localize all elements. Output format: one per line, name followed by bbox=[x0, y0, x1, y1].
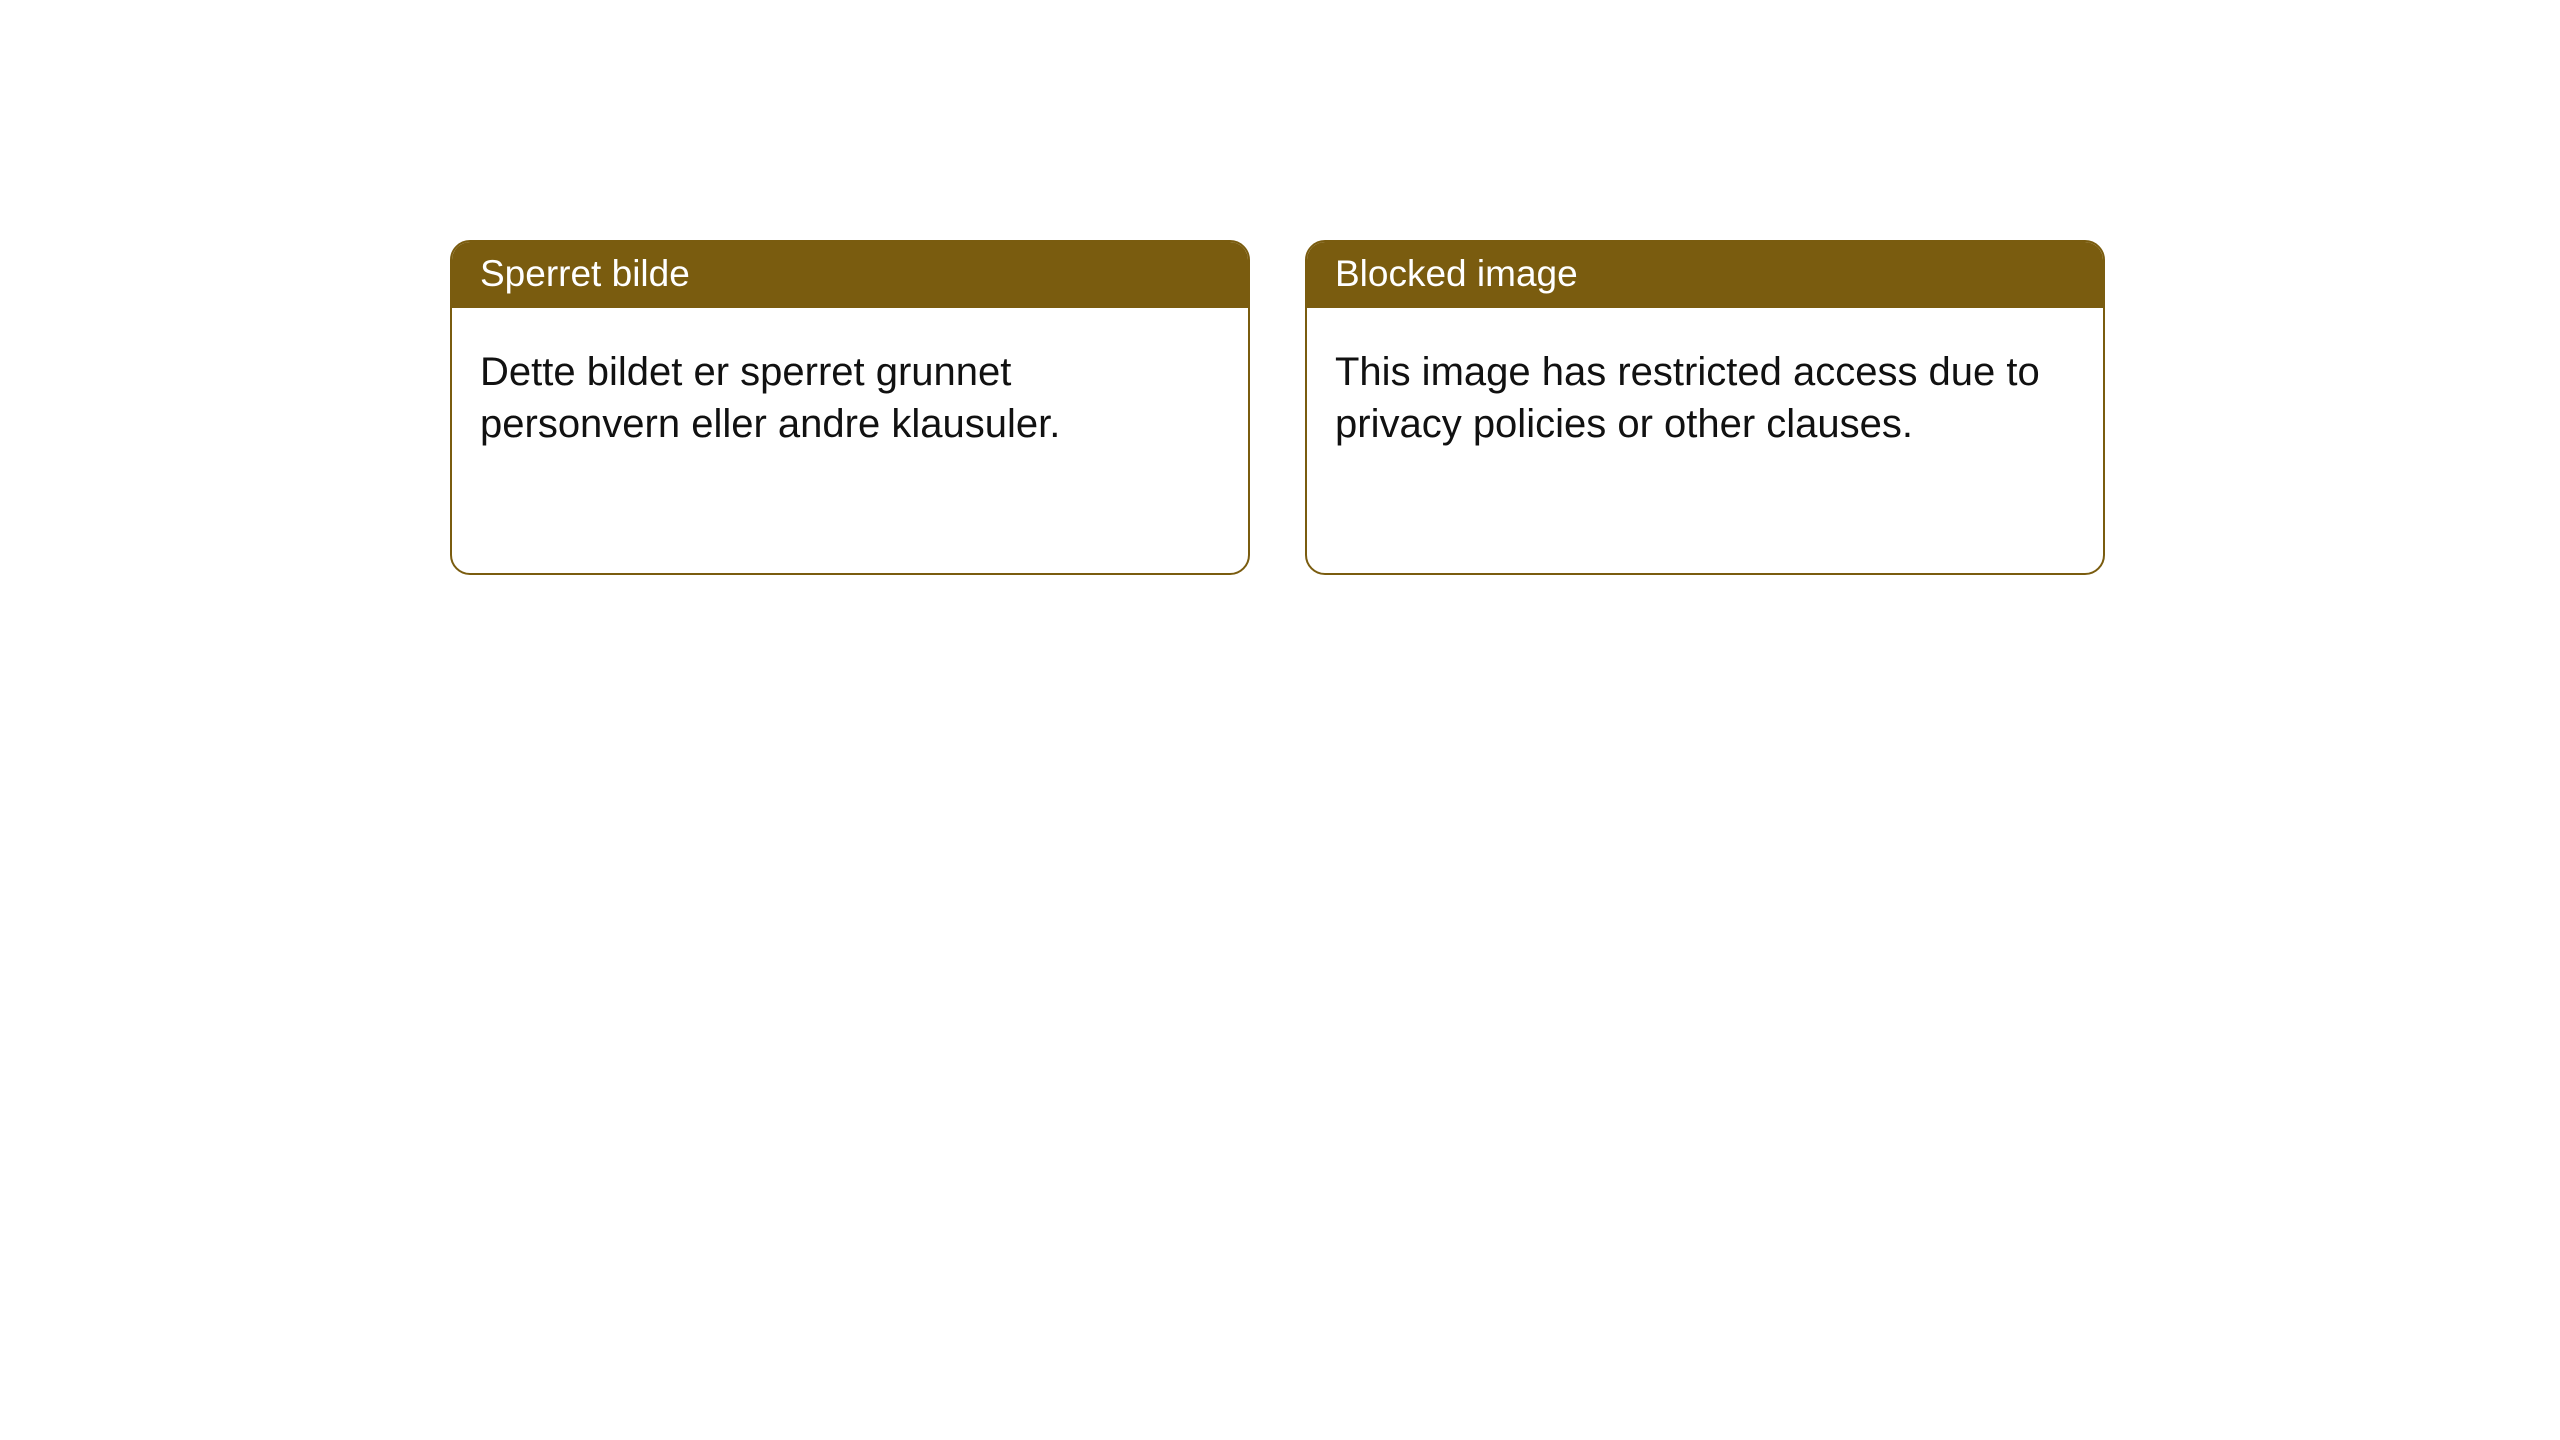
card-header: Blocked image bbox=[1307, 242, 2103, 308]
card-header: Sperret bilde bbox=[452, 242, 1248, 308]
blocked-image-card-english: Blocked image This image has restricted … bbox=[1305, 240, 2105, 575]
card-body: This image has restricted access due to … bbox=[1307, 308, 2103, 478]
card-body: Dette bildet er sperret grunnet personve… bbox=[452, 308, 1248, 478]
blocked-image-card-norwegian: Sperret bilde Dette bildet er sperret gr… bbox=[450, 240, 1250, 575]
notice-cards-container: Sperret bilde Dette bildet er sperret gr… bbox=[0, 0, 2560, 575]
